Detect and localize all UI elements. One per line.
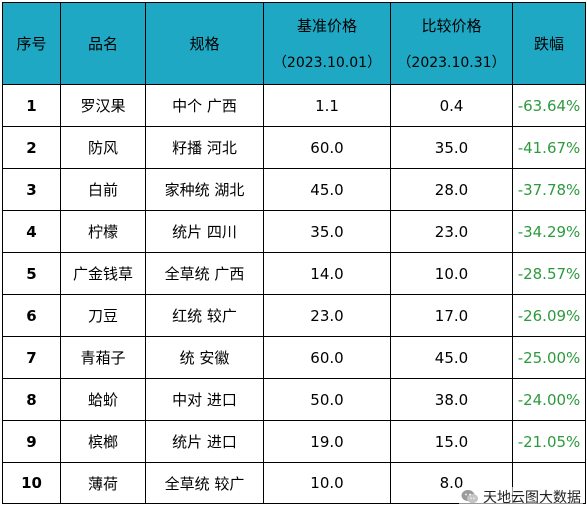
cell-name: 青葙子 (60, 336, 146, 379)
cell-spec: 全草统 较广 (145, 462, 264, 504)
table-row: 5 广金钱草 全草统 广西 14.0 10.0 -28.57% (2, 252, 586, 295)
cell-name: 薄荷 (60, 462, 146, 504)
wechat-icon (461, 490, 478, 504)
cell-name: 防风 (60, 126, 146, 169)
cell-spec: 统片 四川 (145, 210, 264, 253)
cell-rank: 10 (2, 462, 61, 504)
cell-base-price: 14.0 (263, 252, 391, 295)
header-change-label: 跌幅 (533, 35, 564, 53)
header-compare-date: （2023.10.31） (397, 55, 506, 71)
cell-rank: 4 (2, 210, 61, 253)
cell-change: -24.00% (512, 378, 586, 421)
cell-name: 柠檬 (60, 210, 146, 253)
cell-spec: 全草统 广西 (145, 252, 264, 295)
table-row: 7 青葙子 统 安徽 60.0 45.0 -25.00% (2, 336, 586, 379)
cell-change: -34.29% (512, 210, 586, 253)
cell-base-price: 50.0 (263, 378, 391, 421)
cell-change: -21.05% (512, 420, 586, 463)
cell-compare-price: 10.0 (390, 252, 513, 295)
header-base-price-label: 基准价格 (296, 17, 357, 35)
cell-name: 罗汉果 (60, 84, 146, 127)
header-change: 跌幅 (512, 2, 586, 85)
cell-compare-price: 38.0 (390, 378, 513, 421)
header-compare-price: 比较价格 （2023.10.31） (390, 2, 513, 85)
cell-rank: 8 (2, 378, 61, 421)
table-row: 6 刀豆 红统 较广 23.0 17.0 -26.09% (2, 294, 586, 337)
header-spec-label: 规格 (189, 35, 220, 53)
table-row: 2 防风 籽播 河北 60.0 35.0 -41.67% (2, 126, 586, 169)
cell-rank: 7 (2, 336, 61, 379)
watermark-text: 天地云图大数据 (483, 490, 581, 506)
cell-change: -28.57% (512, 252, 586, 295)
cell-base-price: 1.1 (263, 84, 391, 127)
header-name-label: 品名 (87, 35, 118, 53)
header-base-date: （2023.10.01） (272, 55, 382, 71)
cell-compare-price: 35.0 (390, 126, 513, 169)
cell-name: 广金钱草 (60, 252, 146, 295)
cell-compare-price: 15.0 (390, 420, 513, 463)
header-compare-price-label: 比较价格 (421, 17, 482, 35)
table-row: 3 白前 家种统 湖北 45.0 28.0 -37.78% (2, 168, 586, 211)
cell-base-price: 60.0 (263, 126, 391, 169)
cell-name: 蛤蚧 (60, 378, 146, 421)
cell-rank: 9 (2, 420, 61, 463)
cell-spec: 统 安徽 (145, 336, 264, 379)
cell-name: 槟榔 (60, 420, 146, 463)
cell-base-price: 60.0 (263, 336, 391, 379)
cell-rank: 6 (2, 294, 61, 337)
cell-change: -63.64% (512, 84, 586, 127)
cell-rank: 5 (2, 252, 61, 295)
cell-rank: 1 (2, 84, 61, 127)
cell-compare-price: 45.0 (390, 336, 513, 379)
table-row: 4 柠檬 统片 四川 35.0 23.0 -34.29% (2, 210, 586, 253)
cell-compare-price: 23.0 (390, 210, 513, 253)
header-base-price: 基准价格 （2023.10.01） (263, 2, 391, 85)
table-row: 1 罗汉果 中个 广西 1.1 0.4 -63.64% (2, 84, 586, 127)
header-spec: 规格 (145, 2, 264, 85)
cell-base-price: 35.0 (263, 210, 391, 253)
header-rank: 序号 (2, 2, 61, 85)
cell-base-price: 10.0 (263, 462, 391, 504)
cell-change: -37.78% (512, 168, 586, 211)
cell-compare-price: 17.0 (390, 294, 513, 337)
cell-rank: 3 (2, 168, 61, 211)
watermark: 天地云图大数据 (459, 487, 583, 507)
table-row: 8 蛤蚧 中对 进口 50.0 38.0 -24.00% (2, 378, 586, 421)
cell-rank: 2 (2, 126, 61, 169)
cell-name: 刀豆 (60, 294, 146, 337)
cell-spec: 统片 进口 (145, 420, 264, 463)
cell-base-price: 19.0 (263, 420, 391, 463)
cell-change: -25.00% (512, 336, 586, 379)
table-header-row: 序号 品名 规格 基准价格 （2023.10.01） 比较价格 （2023.10… (2, 2, 586, 85)
cell-spec: 红统 较广 (145, 294, 264, 337)
cell-spec: 中对 进口 (145, 378, 264, 421)
header-rank-label: 序号 (16, 35, 47, 53)
cell-base-price: 45.0 (263, 168, 391, 211)
cell-base-price: 23.0 (263, 294, 391, 337)
price-decline-table: 序号 品名 规格 基准价格 （2023.10.01） 比较价格 （2023.10… (2, 2, 586, 504)
cell-spec: 籽播 河北 (145, 126, 264, 169)
header-name: 品名 (60, 2, 146, 85)
cell-compare-price: 0.4 (390, 84, 513, 127)
cell-spec: 家种统 湖北 (145, 168, 264, 211)
cell-name: 白前 (60, 168, 146, 211)
cell-spec: 中个 广西 (145, 84, 264, 127)
cell-compare-price: 28.0 (390, 168, 513, 211)
table-row: 9 槟榔 统片 进口 19.0 15.0 -21.05% (2, 420, 586, 463)
cell-change: -26.09% (512, 294, 586, 337)
cell-change: -41.67% (512, 126, 586, 169)
